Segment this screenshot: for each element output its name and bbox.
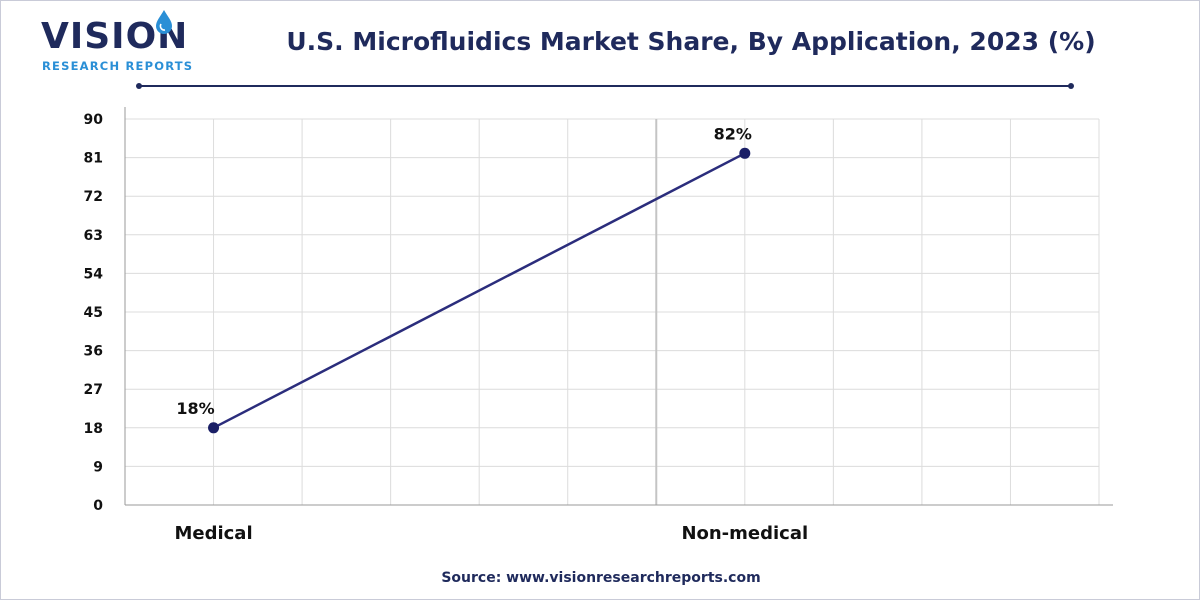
series-layer	[208, 147, 751, 434]
data-labels: 18% 82%	[176, 124, 752, 417]
y-tick-label: 72	[84, 189, 103, 205]
data-label: 18%	[176, 399, 214, 418]
x-category-label: Non-medical	[681, 523, 808, 544]
y-tick-label: 18	[84, 421, 103, 437]
chart-title: U.S. Microfluidics Market Share, By Appl…	[286, 27, 1096, 56]
y-tick-label: 90	[84, 112, 104, 128]
axis-layer	[124, 107, 1113, 506]
series-line	[212, 152, 746, 429]
y-tick-label: 36	[84, 344, 103, 360]
brand-tagline: RESEARCH REPORTS	[42, 59, 194, 73]
y-tick-label: 63	[84, 228, 103, 244]
y-tick-label: 0	[93, 498, 103, 514]
brand-logo: VISION RESEARCH REPORTS	[41, 10, 201, 77]
title-divider	[136, 83, 1074, 89]
source-note: Source: www.visionresearchreports.com	[441, 570, 761, 586]
water-drop-icon	[156, 10, 172, 34]
data-point	[208, 422, 220, 434]
grid-layer	[125, 118, 1100, 505]
data-label: 82%	[714, 124, 752, 143]
y-tick-label: 81	[84, 151, 103, 167]
y-axis-ticks: 0 9 18 27 36 45 54 63 72 81 90	[84, 112, 104, 514]
y-tick-label: 9	[93, 459, 103, 475]
y-tick-label: 54	[84, 266, 104, 282]
y-tick-label: 27	[84, 382, 103, 398]
data-point	[739, 147, 751, 159]
x-axis-categories: Medical Non-medical	[174, 523, 808, 544]
y-tick-label: 45	[84, 305, 103, 321]
x-category-label: Medical	[174, 523, 252, 544]
